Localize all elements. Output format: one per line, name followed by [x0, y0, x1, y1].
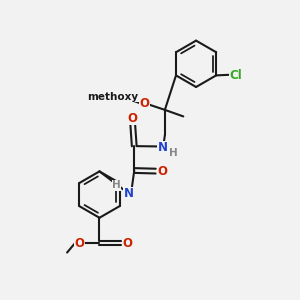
Text: O: O	[140, 97, 150, 110]
Text: O: O	[74, 236, 84, 250]
Text: Cl: Cl	[230, 69, 242, 82]
Text: N: N	[124, 187, 134, 200]
Text: H: H	[169, 148, 178, 158]
Text: O: O	[157, 165, 167, 178]
Text: O: O	[128, 112, 138, 125]
Text: H: H	[112, 180, 121, 190]
Text: O: O	[122, 236, 132, 250]
Text: methoxy: methoxy	[88, 92, 139, 102]
Text: N: N	[158, 141, 167, 154]
